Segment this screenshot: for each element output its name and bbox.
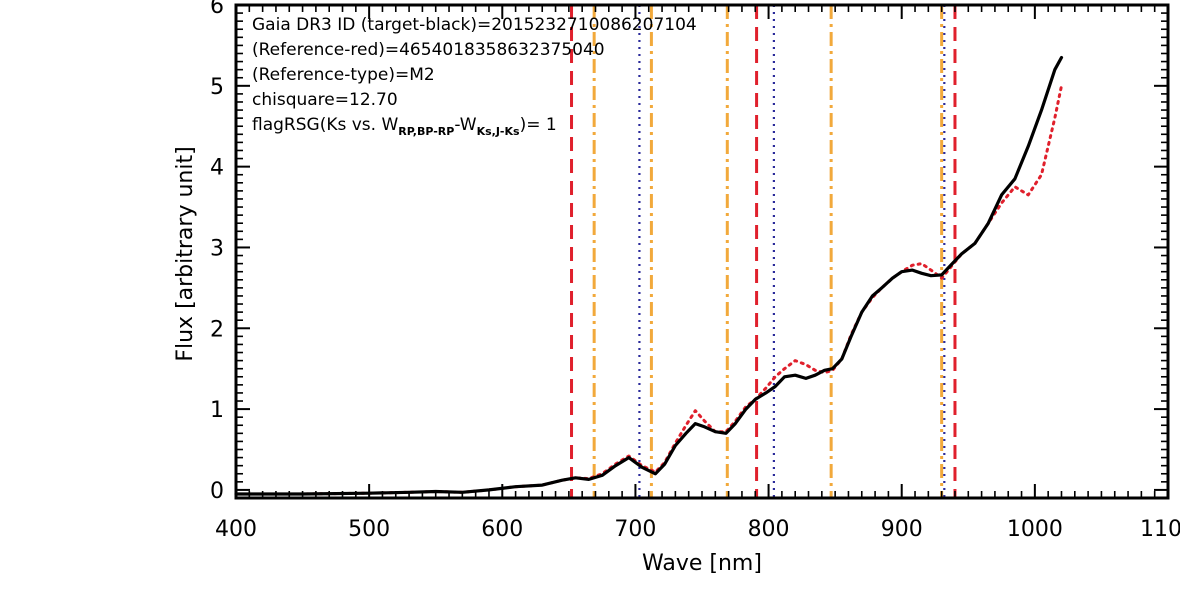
annotation-line-3: (Reference-type)=M2 (252, 65, 435, 85)
x-tick-label: 700 (614, 517, 656, 542)
annotation-line-5-mid: -W (454, 115, 476, 135)
x-tick-label: 900 (881, 517, 923, 542)
annotation-line-1: Gaia DR3 ID (target-black)=2015232710086… (252, 15, 697, 35)
x-tick-label: 600 (481, 517, 523, 542)
x-tick-label: 800 (748, 517, 790, 542)
annotation-line-2: (Reference-red)=4654018358632375040 (252, 40, 605, 60)
y-tick-label: 4 (210, 156, 224, 181)
y-tick-label: 3 (210, 236, 224, 261)
x-tick-label: 1000 (1007, 517, 1063, 542)
y-tick-label: 5 (210, 75, 224, 100)
annotation-line-5-sub1: RP,BP-RP (398, 125, 454, 138)
vertical-lines (570, 5, 957, 498)
annotation-line-5-suffix: )= 1 (520, 115, 557, 135)
annotation-line-5-prefix: flagRSG(Ks vs. W (252, 115, 398, 135)
series-lines (234, 55, 1064, 496)
y-tick-label: 1 (210, 398, 224, 423)
reference-red-line (234, 84, 1063, 496)
y-tick-label: 2 (210, 317, 224, 342)
x-axis-title: Wave [nm] (642, 551, 762, 576)
annotation-line-5-sub2: Ks,J-Ks (477, 125, 520, 138)
target-black-line (234, 55, 1064, 496)
annotation-line-5: flagRSG(Ks vs. WRP,BP-RP-WKs,J-Ks)= 1 (252, 115, 557, 138)
annotation-line-4: chisquare=12.70 (252, 90, 398, 110)
y-tick-label: 0 (210, 479, 224, 504)
x-tick-label: 500 (348, 517, 390, 542)
y-tick-label: 6 (210, 0, 224, 19)
annotation-block: Gaia DR3 ID (target-black)=2015232710086… (252, 15, 697, 138)
x-tick-label: 400 (215, 517, 257, 542)
y-axis-title: Flux [arbitrary unit] (173, 146, 198, 361)
